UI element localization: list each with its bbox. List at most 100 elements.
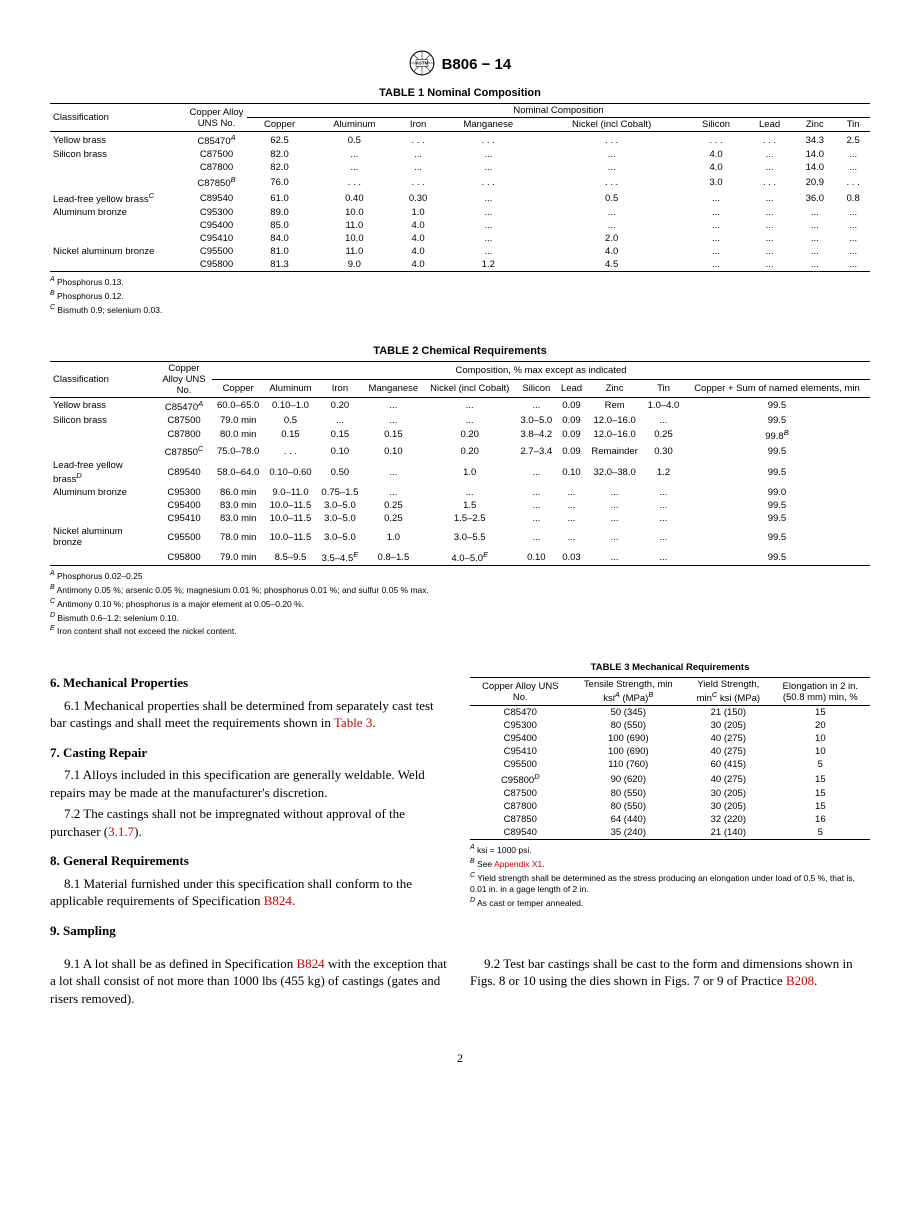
value-cell: ... (793, 206, 836, 219)
section-7-p2: 7.2 The castings shall not be impregnate… (50, 805, 450, 840)
value-cell: 99.5 (684, 443, 870, 459)
value-cell: 9.0–11.0 (264, 486, 316, 499)
value-cell: 12.0–16.0 (586, 427, 643, 443)
col-group: Composition, % max except as indicated (212, 361, 870, 379)
b824-link-2[interactable]: B824 (297, 956, 325, 971)
value-cell: 0.15 (363, 427, 423, 443)
classification-cell (50, 258, 186, 272)
value-cell: 100 (690) (571, 745, 686, 758)
classification-cell (50, 174, 186, 190)
value-cell: . . . (746, 174, 794, 190)
value-cell: 85.0 (247, 219, 312, 232)
value-cell: . . . (440, 132, 538, 149)
value-cell: . . . (537, 132, 686, 149)
value-cell: ... (643, 549, 684, 566)
value-cell: 3.8–4.2 (516, 427, 557, 443)
uns-cell: C87850 (470, 813, 571, 826)
value-cell: 10.0–11.5 (264, 512, 316, 525)
svg-text:ASTM: ASTM (416, 61, 429, 66)
table1-col: Manganese (440, 118, 538, 132)
table2-col: Lead (557, 379, 586, 397)
classification-cell: Yellow brass (50, 132, 186, 149)
value-cell: ... (793, 232, 836, 245)
value-cell: ... (836, 219, 870, 232)
table1-col: Zinc (793, 118, 836, 132)
table1: Classification Copper Alloy UNS No. Nomi… (50, 103, 870, 272)
value-cell: 0.10 (557, 459, 586, 486)
table2-col: Aluminum (264, 379, 316, 397)
value-cell: 15 (771, 787, 870, 800)
value-cell: 0.10 (317, 443, 364, 459)
classification-cell (50, 219, 186, 232)
col-classification: Classification (50, 361, 156, 397)
value-cell: ... (746, 232, 794, 245)
value-cell: 84.0 (247, 232, 312, 245)
value-cell: ... (516, 512, 557, 525)
value-cell: 0.10 (516, 549, 557, 566)
section-9-p1: 9.1 A lot shall be as defined in Specifi… (50, 955, 450, 1008)
value-cell: 80.0 min (212, 427, 264, 443)
value-cell: ... (686, 206, 746, 219)
value-cell: ... (836, 206, 870, 219)
uns-cell: C95300 (186, 206, 247, 219)
classification-cell (50, 443, 156, 459)
uns-cell: C89540 (156, 459, 212, 486)
value-cell: 10.0–11.5 (264, 499, 316, 512)
value-cell: 0.30 (643, 443, 684, 459)
value-cell: 79.0 min (212, 414, 264, 427)
value-cell: ... (363, 414, 423, 427)
table3-link[interactable]: Table 3 (334, 715, 372, 730)
value-cell: 99.5 (684, 414, 870, 427)
table2-footnotes: A Phosphorus 0.02–0.25B Antimony 0.05 %;… (50, 569, 870, 638)
value-cell: ... (686, 258, 746, 272)
value-cell: 5 (771, 758, 870, 771)
table3-col: Elongation in 2 in.(50.8 mm) min, % (771, 678, 870, 706)
col-classification: Classification (50, 104, 186, 132)
value-cell: 60.0–65.0 (212, 397, 264, 414)
value-cell: 2.7–3.4 (516, 443, 557, 459)
value-cell: 83.0 min (212, 512, 264, 525)
value-cell: ... (557, 486, 586, 499)
value-cell: 99.0 (684, 486, 870, 499)
value-cell: 8.5–9.5 (264, 549, 316, 566)
value-cell: 0.10–0.60 (264, 459, 316, 486)
value-cell: 20.9 (793, 174, 836, 190)
classification-cell: Nickel aluminum bronze (50, 245, 186, 258)
uns-cell: C87850B (186, 174, 247, 190)
b208-link[interactable]: B208 (786, 973, 814, 988)
table2-col: Iron (317, 379, 364, 397)
value-cell: ... (836, 161, 870, 174)
value-cell: . . . (397, 132, 440, 149)
value-cell: 0.75–1.5 (317, 486, 364, 499)
value-cell: 0.8–1.5 (363, 549, 423, 566)
value-cell: 0.8 (836, 190, 870, 206)
value-cell: 99.5 (684, 499, 870, 512)
uns-cell: C87500 (470, 787, 571, 800)
astm-logo-icon: ASTM (409, 50, 435, 79)
value-cell: 12.0–16.0 (586, 414, 643, 427)
ref-317-link[interactable]: 3.1.7 (108, 824, 134, 839)
value-cell: 10.0–11.5 (264, 525, 316, 549)
value-cell: 4.0 (686, 161, 746, 174)
value-cell: ... (440, 219, 538, 232)
value-cell: 1.0 (424, 459, 516, 486)
uns-cell: C95400 (186, 219, 247, 232)
uns-cell: C95410 (186, 232, 247, 245)
uns-cell: C85470A (186, 132, 247, 149)
table2-col: Nickel (incl Cobalt) (424, 379, 516, 397)
value-cell: 15 (771, 800, 870, 813)
value-cell: 0.09 (557, 427, 586, 443)
appendix-link[interactable]: Appendix X1 (494, 859, 542, 869)
value-cell: 75.0–78.0 (212, 443, 264, 459)
value-cell: 10 (771, 732, 870, 745)
value-cell: . . . (397, 174, 440, 190)
value-cell: 1.5 (424, 499, 516, 512)
value-cell: ... (686, 245, 746, 258)
table2-col: Manganese (363, 379, 423, 397)
value-cell: 4.0–5.0E (424, 549, 516, 566)
value-cell: ... (516, 525, 557, 549)
value-cell: 3.0–5.5 (424, 525, 516, 549)
value-cell: 0.30 (397, 190, 440, 206)
value-cell: ... (793, 219, 836, 232)
b824-link[interactable]: B824 (264, 893, 292, 908)
